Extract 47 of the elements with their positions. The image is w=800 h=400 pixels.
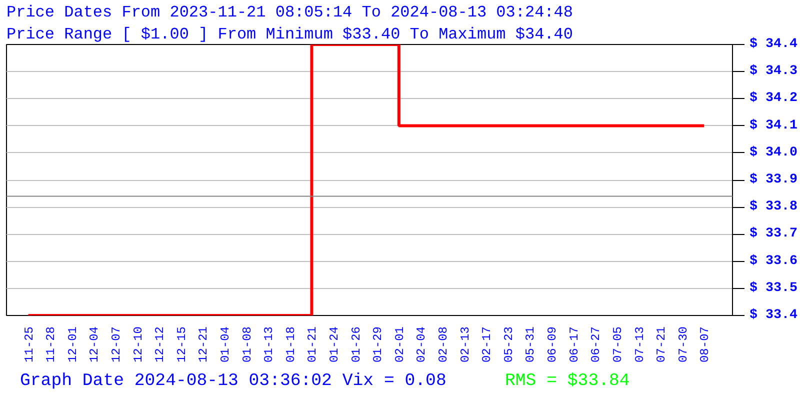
x-tick-label: 06-17	[567, 326, 582, 363]
x-tick-label: 12-15	[174, 326, 189, 363]
x-tick-label: 01-26	[349, 326, 364, 363]
x-tick-label: 11-28	[44, 326, 58, 363]
x-tick-label: 07-21	[654, 326, 669, 363]
y-tick-label: $ 34.2	[750, 91, 798, 106]
x-tick-label: 06-27	[589, 326, 604, 363]
y-tick-label: $ 33.9	[750, 172, 798, 188]
y-tick-label: $ 34.1	[750, 118, 798, 134]
x-tick-label: 08-07	[698, 326, 712, 363]
x-tick-label: 01-21	[306, 326, 320, 363]
x-tick-label: 12-10	[131, 326, 146, 363]
y-tick-label: $ 33.4	[750, 308, 798, 323]
y-tick-label: $ 33.8	[750, 200, 798, 215]
x-tick-label: 02-04	[414, 326, 429, 363]
y-tick-label: $ 33.5	[750, 280, 798, 296]
x-tick-label: 01-24	[328, 326, 342, 363]
x-tick-label: 01-08	[240, 326, 254, 363]
x-tick-label: 12-01	[66, 326, 80, 363]
x-tick-label: 12-07	[110, 326, 124, 363]
x-tick-label: 01-18	[284, 326, 298, 363]
x-tick-label: 02-17	[480, 326, 494, 363]
y-tick-label: $ 34.3	[750, 64, 798, 80]
chart-title: Price Dates From 2023-11-21 08:05:14 To 2024-08-13 03:24:48	[6, 4, 573, 22]
x-tick-label: 01-04	[218, 326, 233, 363]
y-tick-label: $ 34.0	[750, 145, 798, 160]
x-tick-label: 02-01	[392, 326, 407, 363]
x-tick-label: 07-13	[632, 326, 647, 363]
text: RMS = $33.84	[505, 371, 630, 393]
y-tick-label: $ 33.6	[750, 254, 798, 269]
x-tick-label: 05-31	[524, 326, 538, 363]
x-tick-label: 01-29	[371, 326, 386, 363]
text: Graph Date 2024-08-13 03:36:02 Vix = 0.08	[20, 371, 446, 393]
chart-subtitle: Price Range [ $1.00 ] From Minimum $33.40 To Maximum $34.40	[6, 26, 573, 44]
y-tick-label: $ 33.7	[750, 226, 798, 242]
y-tick-label: $ 34.4	[750, 37, 798, 52]
x-tick-label: 06-09	[546, 326, 560, 363]
x-tick-label: 07-05	[610, 326, 625, 363]
x-tick-label: 01-13	[262, 326, 276, 363]
x-tick-label: 12-21	[196, 326, 211, 363]
x-tick-label: 02-08	[436, 326, 451, 363]
x-tick-label: 02-13	[458, 326, 472, 363]
x-tick-label: 12-12	[153, 326, 168, 363]
x-tick-label: 05-23	[502, 326, 516, 363]
x-tick-label: 11-25	[22, 326, 36, 363]
x-tick-label: 07-30	[676, 326, 690, 363]
x-tick-label: 12-04	[88, 326, 102, 363]
